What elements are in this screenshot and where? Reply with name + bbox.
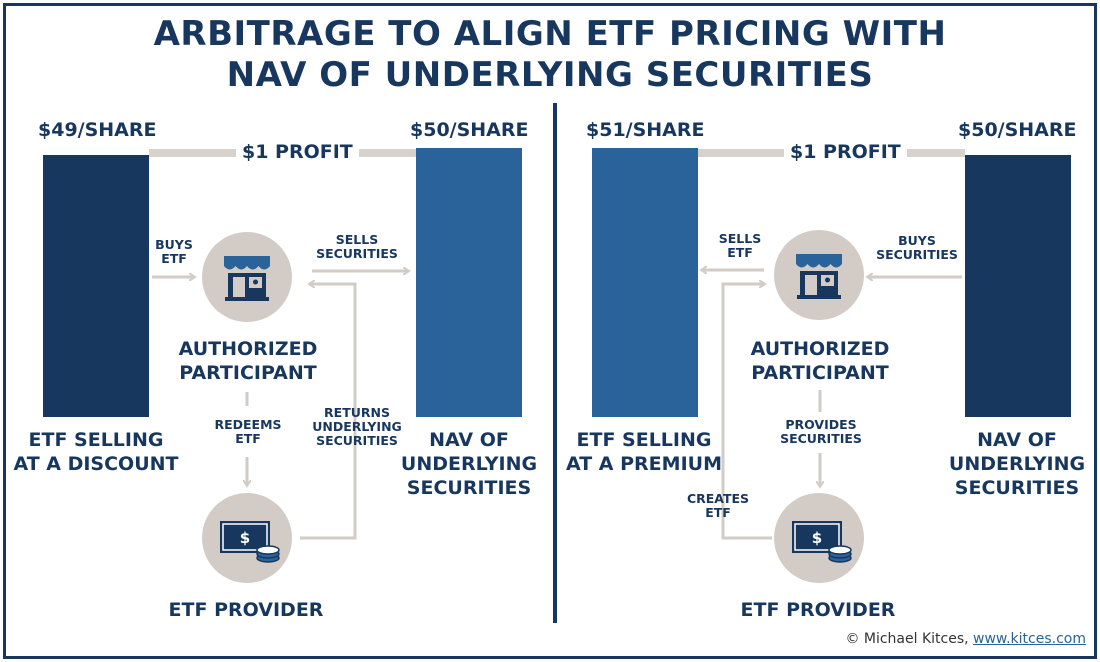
svg-text:$: $ (812, 529, 822, 547)
nav-caption-left: NAV OF UNDERLYING SECURITIES (400, 429, 538, 499)
nav-bar-right (965, 155, 1071, 417)
sells-securities-label: SELLS SECURITIES (316, 232, 398, 261)
etf-price-bar-right (592, 148, 698, 417)
arrow-returns-securities (300, 284, 357, 540)
buys-securities-label: BUYS SECURITIES (876, 233, 958, 262)
etf-provider-label-right: ETF PROVIDER (740, 599, 896, 621)
title-line-2: NAV OF UNDERLYING SECURITIES (226, 55, 874, 95)
etf-caption-left: ETF SELLING AT A DISCOUNT (13, 429, 179, 475)
svg-text:$: $ (240, 529, 250, 547)
buys-etf-label: BUYS ETF (155, 237, 193, 266)
infographic-frame (3, 3, 1097, 659)
etf-price-bar-left (43, 155, 149, 417)
dollar-bill-coins-icon: $ (220, 521, 280, 563)
nav-caption-right: NAV OF UNDERLYING SECURITIES (948, 429, 1086, 499)
etf-provider-label-left: ETF PROVIDER (168, 599, 324, 621)
profit-label-left: $1 PROFIT (236, 141, 359, 163)
etf-caption-right: ETF SELLING AT A PREMIUM (566, 429, 722, 475)
credit-author: © Michael Kitces, (845, 631, 969, 647)
etf-provider-circle-right: $ (774, 493, 864, 583)
center-divider (553, 103, 557, 623)
authorized-participant-label-right: AUTHORIZED PARTICIPANT (750, 338, 890, 384)
etf-provider-circle-left: $ (202, 493, 292, 583)
storefront-icon (224, 256, 270, 301)
arrow-creates-etf (721, 284, 772, 540)
authorized-participant-circle-right (774, 230, 864, 320)
authorized-participant-circle-left (202, 232, 292, 322)
returns-securities-label: RETURNS UNDERLYING SECURITIES (312, 405, 402, 448)
title: ARBITRAGE TO ALIGN ETF PRICING WITH NAV … (0, 14, 1100, 96)
kitces-link[interactable]: www.kitces.com (973, 631, 1086, 647)
redeems-etf-label: REDEEMS ETF (214, 417, 282, 446)
storefront-icon (796, 254, 842, 299)
profit-label-right: $1 PROFIT (784, 141, 907, 163)
nav-bar-left (416, 148, 522, 417)
etf-price-right: $51/SHARE (586, 119, 705, 141)
authorized-participant-label-left: AUTHORIZED PARTICIPANT (178, 338, 318, 384)
title-line-1: ARBITRAGE TO ALIGN ETF PRICING WITH (153, 14, 947, 54)
etf-price-left: $49/SHARE (38, 119, 157, 141)
nav-price-right: $50/SHARE (958, 119, 1077, 141)
sells-etf-label: SELLS ETF (718, 231, 762, 260)
credit-line: © Michael Kitces, www.kitces.com (845, 631, 1086, 647)
nav-price-left: $50/SHARE (410, 119, 529, 141)
provides-securities-label: PROVIDES SECURITIES (780, 417, 862, 446)
dollar-bill-coins-icon: $ (792, 521, 852, 563)
creates-etf-label: CREATES ETF (686, 491, 750, 520)
